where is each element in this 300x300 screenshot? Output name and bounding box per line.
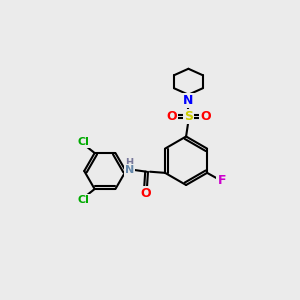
Text: O: O <box>166 110 177 123</box>
Text: Cl: Cl <box>78 137 90 147</box>
Text: N: N <box>183 94 194 107</box>
Text: S: S <box>184 110 193 123</box>
Text: N: N <box>125 165 134 175</box>
Text: N: N <box>183 94 194 107</box>
Text: O: O <box>140 187 151 200</box>
Text: F: F <box>218 174 226 187</box>
Text: Cl: Cl <box>78 195 90 205</box>
Text: H: H <box>125 158 133 168</box>
Text: O: O <box>200 110 211 123</box>
